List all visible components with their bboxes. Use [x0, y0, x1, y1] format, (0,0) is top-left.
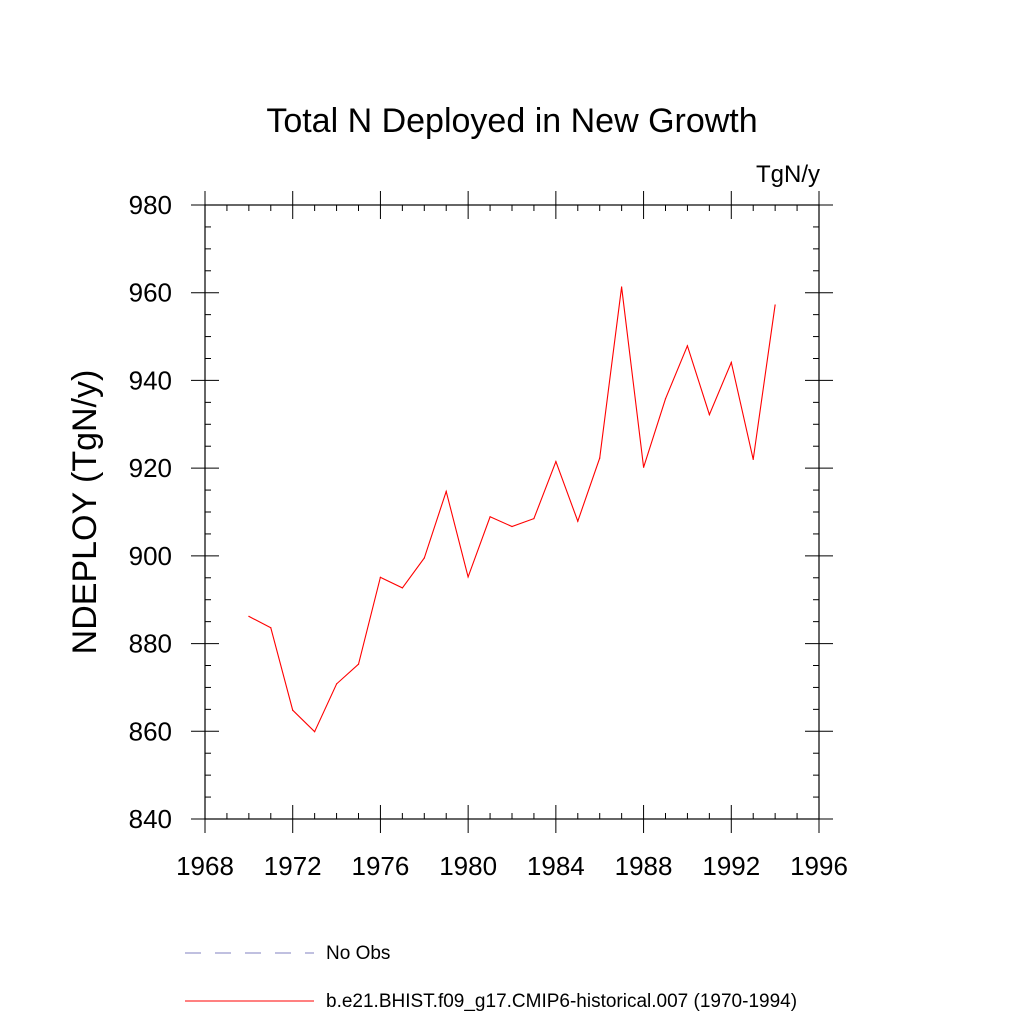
y-tick-label: 920	[129, 453, 172, 483]
data-point	[489, 516, 491, 518]
y-tick-label: 840	[129, 804, 172, 834]
x-tick-label: 1988	[615, 851, 673, 881]
y-tick-label: 980	[129, 190, 172, 220]
y-axis-label: NDEPLOY (TgN/y)	[66, 370, 104, 655]
chart-title: Total N Deployed in New Growth	[266, 102, 757, 140]
data-point	[357, 663, 360, 665]
data-point	[621, 286, 623, 288]
legend: No Obs b.e21.BHIST.f09_g17.CMIP6-histori…	[185, 943, 797, 1012]
data-point	[533, 518, 535, 520]
series-group	[248, 286, 776, 733]
x-tick-label: 1984	[527, 851, 585, 881]
x-tick-label: 1976	[352, 851, 410, 881]
y-tick-label: 960	[129, 278, 172, 308]
legend-label-model: b.e21.BHIST.f09_g17.CMIP6-historical.007…	[326, 991, 797, 1012]
units-label: TgN/y	[756, 161, 820, 188]
x-tick-label: 1972	[264, 851, 322, 881]
series-line	[248, 286, 776, 733]
y-tick-label: 900	[129, 541, 172, 571]
y-tick-label: 940	[129, 365, 172, 395]
data-point	[664, 398, 667, 400]
data-point	[401, 587, 403, 589]
data-point	[599, 457, 601, 459]
x-tick-label: 1968	[176, 851, 234, 881]
data-point	[643, 466, 645, 468]
data-point	[752, 458, 754, 460]
data-point	[270, 627, 272, 629]
data-point	[314, 731, 316, 733]
data-point	[730, 361, 732, 363]
data-point	[292, 709, 294, 711]
tick-labels: 1968 1972 1976 1980 1984 1988 1992 1996 840 860 88…	[129, 190, 848, 881]
data-point	[686, 345, 689, 347]
data-point	[379, 576, 381, 578]
y-tick-label: 860	[129, 716, 172, 746]
axis-ticks	[191, 191, 833, 833]
data-point	[336, 683, 338, 685]
x-tick-label: 1996	[790, 851, 848, 881]
data-point	[577, 520, 579, 522]
data-point	[445, 490, 447, 492]
y-tick-label: 880	[129, 629, 172, 659]
data-point	[423, 557, 425, 559]
legend-label-obs: No Obs	[326, 943, 390, 964]
data-point	[467, 576, 469, 578]
data-point	[774, 304, 776, 306]
data-point	[708, 414, 711, 416]
data-point	[511, 525, 513, 528]
x-tick-label: 1980	[439, 851, 497, 881]
plot-frame	[204, 204, 820, 820]
data-point	[555, 461, 557, 463]
x-tick-label: 1992	[702, 851, 760, 881]
data-point	[248, 615, 250, 618]
